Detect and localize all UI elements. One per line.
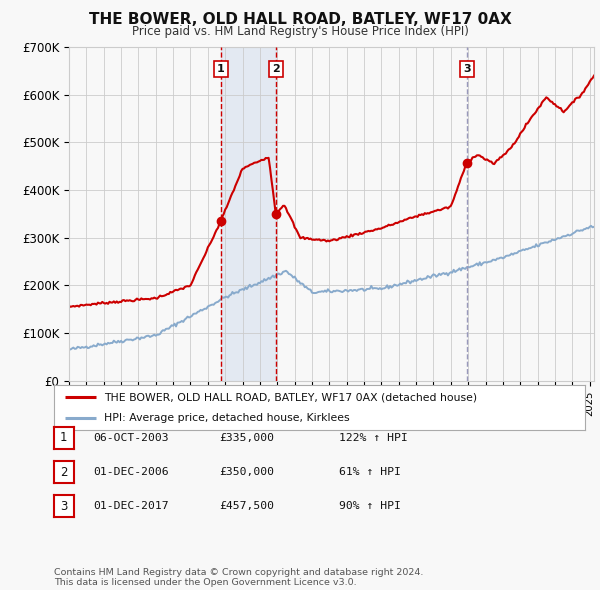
Text: THE BOWER, OLD HALL ROAD, BATLEY, WF17 0AX (detached house): THE BOWER, OLD HALL ROAD, BATLEY, WF17 0… bbox=[104, 392, 478, 402]
Text: £457,500: £457,500 bbox=[219, 502, 274, 511]
Text: Contains HM Land Registry data © Crown copyright and database right 2024.
This d: Contains HM Land Registry data © Crown c… bbox=[54, 568, 424, 587]
Text: 1: 1 bbox=[60, 431, 68, 444]
Text: 2: 2 bbox=[60, 466, 68, 478]
Text: 122% ↑ HPI: 122% ↑ HPI bbox=[339, 433, 408, 442]
Text: 2: 2 bbox=[272, 64, 280, 74]
Text: 61% ↑ HPI: 61% ↑ HPI bbox=[339, 467, 401, 477]
Text: 3: 3 bbox=[60, 500, 68, 513]
Text: 90% ↑ HPI: 90% ↑ HPI bbox=[339, 502, 401, 511]
Text: Price paid vs. HM Land Registry's House Price Index (HPI): Price paid vs. HM Land Registry's House … bbox=[131, 25, 469, 38]
Text: 06-OCT-2003: 06-OCT-2003 bbox=[93, 433, 169, 442]
Text: THE BOWER, OLD HALL ROAD, BATLEY, WF17 0AX: THE BOWER, OLD HALL ROAD, BATLEY, WF17 0… bbox=[89, 12, 511, 27]
Text: 01-DEC-2006: 01-DEC-2006 bbox=[93, 467, 169, 477]
Bar bbox=[221, 47, 276, 381]
Text: £350,000: £350,000 bbox=[219, 467, 274, 477]
Text: HPI: Average price, detached house, Kirklees: HPI: Average price, detached house, Kirk… bbox=[104, 412, 350, 422]
Text: 01-DEC-2017: 01-DEC-2017 bbox=[93, 502, 169, 511]
Text: 1: 1 bbox=[217, 64, 225, 74]
Text: 3: 3 bbox=[463, 64, 470, 74]
Text: £335,000: £335,000 bbox=[219, 433, 274, 442]
